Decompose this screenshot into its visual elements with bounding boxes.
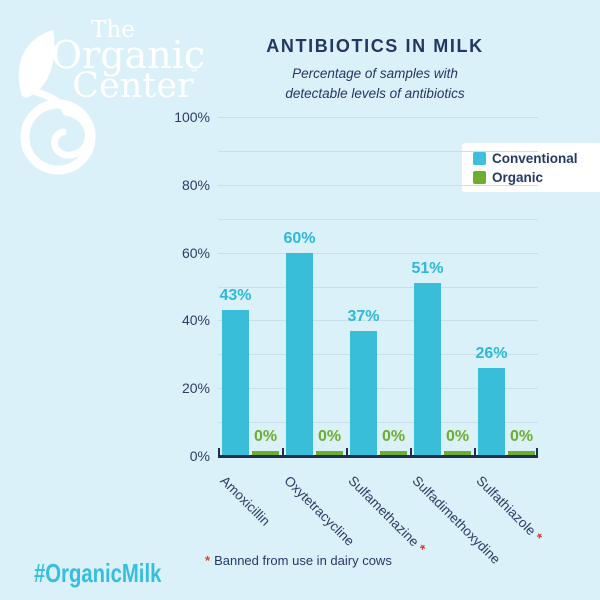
plot-area: 0% 20% 40% 60% 80% 100% 43% 0% Amoxicillin 60% 0% O… (174, 109, 545, 567)
y-axis-label-40: 40% (181, 312, 210, 329)
footnote-text: Banned from use in dairy cows (214, 553, 392, 568)
gridline-10 (218, 422, 538, 424)
conventional-bar-oxytetracycline (286, 252, 313, 456)
conventional-value-label: 37% (347, 307, 380, 325)
organic-value-label: 0% (317, 428, 342, 445)
organic-bar-sulfathiazole (508, 451, 535, 456)
gridline-60 (218, 252, 538, 254)
banned-footnote: * Banned from use in dairy cows (205, 553, 392, 568)
y-axis-label-100: 100% (174, 109, 210, 125)
conventional-bar-sulfathiazole (478, 367, 505, 456)
x-axis-tick (410, 448, 412, 458)
organic-value-label: 0% (445, 428, 470, 445)
y-axis-label-60: 60% (181, 244, 210, 261)
legend-label: Organic (492, 170, 544, 185)
conventional-value-label: 26% (475, 344, 508, 362)
category-label-sulfathiazole: Sulfathiazole * (473, 473, 546, 545)
conventional-value-label: 60% (283, 229, 316, 247)
page-title: ANTIBIOTICS IN MILK (266, 36, 484, 56)
svg-text:™: ™ (190, 69, 199, 79)
gridline-90 (218, 150, 538, 152)
organic-bar-sulfadimethoxydine (444, 451, 471, 456)
gridline-30 (218, 354, 538, 356)
page-subtitle: Percentage of samples with detectable le… (285, 66, 465, 101)
hashtag-organicmilk: #OrganicMilk (34, 558, 162, 588)
y-axis-label-0: 0% (189, 448, 210, 464)
organic-bar-amoxicillin (252, 451, 279, 456)
x-axis-tick (346, 448, 348, 458)
gridline-20 (218, 388, 538, 390)
organic-value-label: 0% (509, 428, 534, 445)
organic-bar-oxytetracycline (316, 451, 343, 456)
y-axis-label-20: 20% (181, 380, 210, 397)
organic-center-logo: The Organic Center ™ (6, 4, 221, 184)
conventional-value-label: 43% (219, 287, 252, 305)
organic-swatch-icon (473, 171, 486, 184)
svg-text:The: The (91, 17, 135, 43)
conventional-bar-amoxicillin (222, 310, 249, 456)
svg-text:Center: Center (72, 66, 194, 106)
gridline-100 (218, 117, 538, 118)
x-axis-tick (282, 448, 284, 458)
organic-value-label: 0% (253, 428, 278, 445)
conventional-bar-sulfadimethoxydine (414, 283, 441, 456)
footnote-asterisk: * (205, 553, 211, 568)
x-axis-tick (218, 448, 220, 458)
legend-item-conventional: Conventional (473, 151, 600, 166)
banned-asterisk-icon: * (528, 527, 546, 545)
banned-asterisk-icon: * (411, 538, 429, 556)
x-axis-tick (474, 448, 476, 458)
conventional-bar-sulfamethazine (350, 330, 377, 456)
conventional-swatch-icon (473, 152, 486, 165)
category-label-amoxicillin: Amoxicillin (217, 473, 274, 529)
legend-item-organic: Organic (473, 170, 600, 185)
organic-value-label: 0% (381, 428, 406, 445)
gridline-40 (218, 320, 538, 322)
gridline-50 (218, 286, 538, 288)
gridline-80 (218, 184, 538, 186)
leaf-swirl-logo-graphic: The Organic Center ™ (18, 17, 205, 175)
organic-bar-sulfamethazine (380, 451, 407, 456)
gridline-70 (218, 218, 538, 220)
x-axis-tick (536, 448, 538, 458)
x-axis-line (218, 455, 538, 458)
conventional-value-label: 51% (411, 260, 444, 278)
y-axis-label-80: 80% (181, 176, 210, 193)
legend-label: Conventional (492, 151, 578, 166)
svg-text:Organic: Organic (51, 33, 205, 77)
